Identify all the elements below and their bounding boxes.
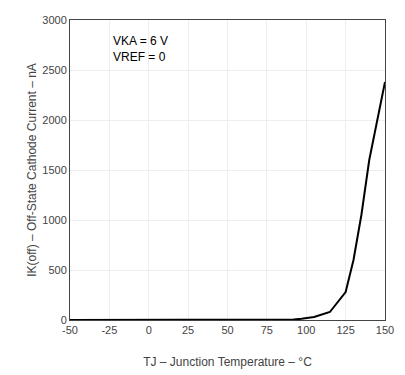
- svg-text:-50: -50: [62, 324, 78, 336]
- svg-text:1500: 1500: [42, 164, 66, 176]
- svg-text:-25: -25: [101, 324, 117, 336]
- svg-text:VKA = 6 VVREF = 0: VKA = 6 VVREF = 0: [113, 34, 168, 64]
- svg-text:2500: 2500: [42, 64, 66, 76]
- svg-text:50: 50: [221, 324, 233, 336]
- svg-text:0: 0: [146, 324, 152, 336]
- svg-text:3000: 3000: [42, 14, 66, 26]
- svg-text:500: 500: [48, 264, 66, 276]
- svg-text:IK(off) – Off-State Cathode Cu: IK(off) – Off-State Cathode Current – nA: [25, 63, 39, 277]
- svg-text:0: 0: [61, 314, 67, 326]
- svg-text:TJ – Junction Temperature – °C: TJ – Junction Temperature – °C: [143, 355, 312, 369]
- svg-text:25: 25: [182, 324, 194, 336]
- svg-text:75: 75: [261, 324, 273, 336]
- svg-text:1000: 1000: [42, 214, 66, 226]
- svg-text:100: 100: [297, 324, 315, 336]
- svg-text:150: 150: [376, 324, 394, 336]
- svg-text:125: 125: [336, 324, 354, 336]
- svg-text:2000: 2000: [42, 114, 66, 126]
